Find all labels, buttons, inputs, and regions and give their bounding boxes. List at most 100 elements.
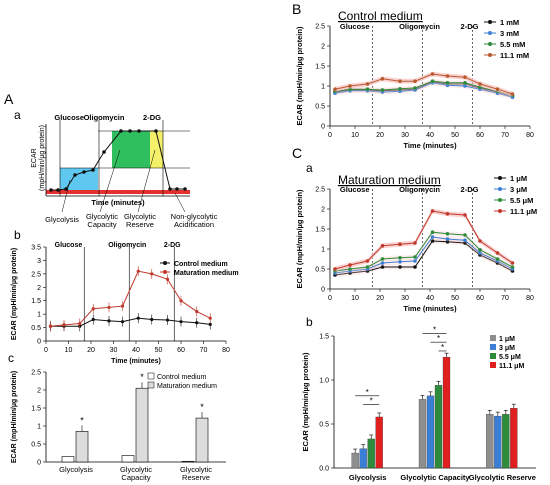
x-axis-label: Time (minutes): [111, 358, 161, 365]
series-line: [334, 236, 513, 274]
y-axis-label: ECAR (mpH/min/µg protein): [11, 248, 18, 340]
series-line: [334, 231, 513, 272]
data-point: [445, 237, 450, 241]
bar: [195, 417, 209, 463]
data-point: [348, 267, 352, 271]
legend-marker: [498, 176, 502, 180]
label-glycolytic-reserve: Glycolytic Reserve: [124, 212, 156, 229]
glycolytic-capacity-region: [112, 131, 150, 168]
data-point: [107, 305, 111, 310]
legend-entry: 3 μM: [510, 185, 527, 194]
x-category-label: Glycolytic Reserve: [180, 465, 212, 482]
bar: [434, 385, 443, 469]
bar: [418, 399, 427, 469]
data-point: [365, 265, 370, 269]
panel-label-c-left: c: [8, 351, 14, 365]
x-tick-label: 20: [376, 132, 384, 139]
injection-label: Glucose: [55, 242, 83, 249]
data-point: [208, 316, 212, 320]
data-point: [380, 77, 385, 81]
series-line: [334, 82, 513, 98]
x-tick-label: 30: [110, 347, 118, 354]
y-tick-label: 2.5: [315, 187, 325, 194]
y-tick-label: 1: [37, 424, 41, 431]
significance-star: *: [433, 325, 436, 334]
schematic-point: [183, 187, 187, 191]
significance-star: *: [140, 372, 144, 382]
x-tick-label: 30: [401, 295, 409, 302]
x-axis-label: Time (minutes): [403, 141, 457, 150]
data-point: [136, 316, 140, 320]
legend-entry: 5.5 μM: [499, 354, 521, 361]
y-tick-label: 2.5: [315, 24, 325, 31]
data-point: [445, 81, 450, 85]
schematic-point: [102, 150, 106, 154]
x-category-label: Glycolytic Capacity: [120, 465, 152, 482]
legend-entry: 3 μM: [499, 345, 515, 352]
data-point: [463, 84, 467, 88]
schematic-point: [175, 187, 179, 191]
x-tick-label: 80: [526, 132, 534, 139]
data-point: [478, 248, 482, 252]
data-point: [463, 213, 467, 217]
chart-B: 0 0.5 1 1.5 2 2.5 0 10 20 30 40 50 60 70 80 Time (minut…: [295, 9, 534, 150]
data-point: [136, 269, 140, 273]
significance-star: *: [80, 415, 84, 425]
y-tick-label: 2.5: [31, 370, 41, 377]
legend-entry: Control medium: [157, 374, 207, 381]
bar: [121, 455, 135, 463]
data-point: [120, 320, 125, 324]
y-axis-label: ECAR (mpH/min/µg protein): [301, 352, 310, 451]
x-tick-label: 60: [476, 132, 484, 139]
chart-Cb: 0.0 0.5 1.0 1.5 ECAR (mpH/min/µg protein) Gly…: [301, 325, 536, 482]
data-point: [495, 257, 500, 261]
injection-label-oligomycin: Oligomycin: [84, 113, 125, 122]
data-point: [398, 79, 402, 83]
legend-entry: 5.5 mM: [500, 40, 525, 49]
y-tick-label: 2: [321, 207, 325, 214]
y-tick-label: 0.5: [315, 267, 325, 274]
data-point: [333, 87, 337, 91]
injection-label: Oligomycin: [399, 185, 440, 194]
x-tick-label: 60: [177, 347, 185, 354]
y-tick-label: 1.5: [31, 406, 41, 413]
series-line: [334, 210, 513, 270]
data-point: [413, 79, 417, 83]
schematic-diagram: Glucose Oligomycin 2-DG Time (minutes) ECAR(…: [31, 113, 218, 229]
data-point: [430, 72, 435, 76]
legend-marker: [498, 187, 502, 191]
legend-entry: 11.1 μM: [510, 207, 537, 216]
legend-entry: 5.5 μM: [510, 196, 533, 205]
bar: [367, 438, 375, 469]
data-point: [348, 84, 352, 88]
y-tick-label: 0.5: [31, 325, 41, 332]
data-point: [413, 265, 417, 269]
data-point: [413, 86, 417, 90]
bar: [375, 416, 383, 469]
pointer-line: [174, 192, 186, 213]
panel-label-a: a: [14, 108, 21, 122]
data-point: [478, 239, 482, 243]
series-error-band: [335, 79, 513, 99]
bar: [502, 414, 510, 469]
x-tick-label: 50: [451, 132, 459, 139]
x-tick-label: 40: [426, 132, 434, 139]
data-point: [463, 81, 467, 85]
chart-title: Control medium: [338, 9, 423, 23]
injection-label-glucose: Glucose: [54, 113, 84, 122]
schematic-point: [154, 129, 158, 133]
legend-entry: 1 μM: [499, 336, 515, 343]
data-point: [380, 88, 385, 92]
x-tick-label: 70: [200, 347, 208, 354]
legend-marker: [163, 261, 167, 265]
panel-label-b-left: b: [14, 228, 21, 242]
schematic-point: [49, 188, 53, 192]
schematic-point: [119, 129, 123, 133]
y-tick-label: 3: [37, 258, 41, 265]
y-tick-label: 0: [321, 124, 325, 131]
chart-title: Maturation medium: [338, 173, 441, 187]
legend-entry: Maturation medium: [157, 383, 217, 390]
data-point: [413, 259, 417, 263]
legend-marker: [163, 270, 167, 274]
